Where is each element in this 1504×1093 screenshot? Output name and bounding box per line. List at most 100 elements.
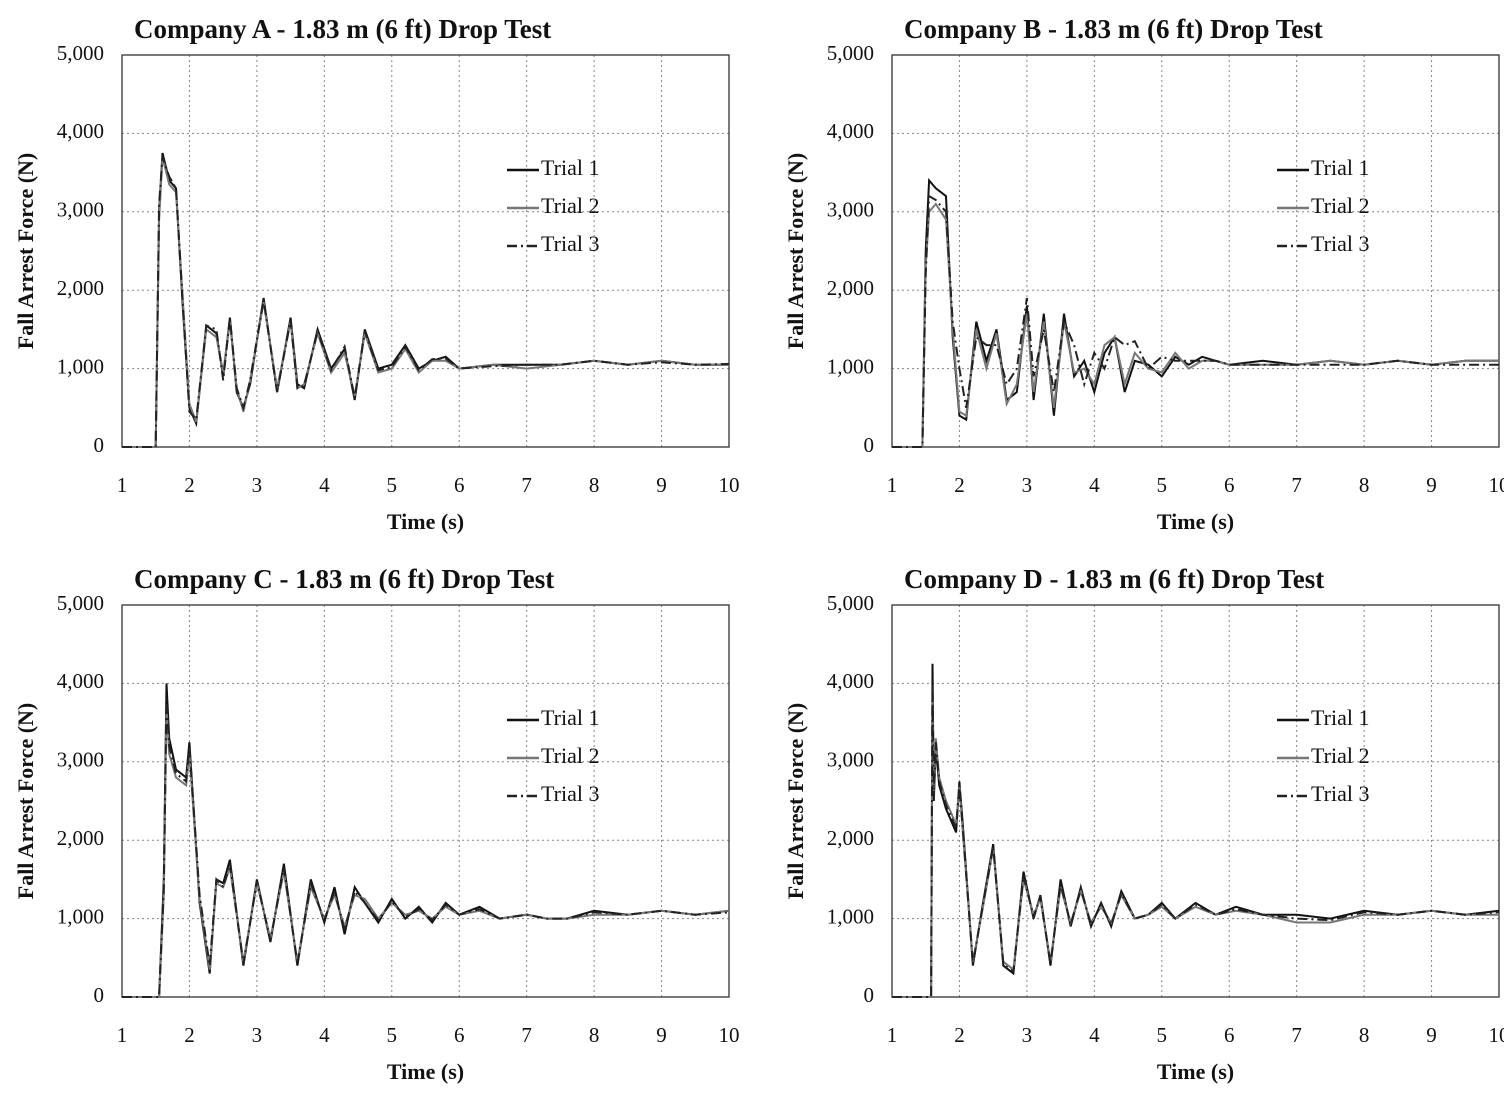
x-tick-label: 10 [1489, 1023, 1504, 1047]
x-tick-label: 5 [387, 1023, 398, 1047]
x-tick-label: 6 [454, 1023, 465, 1047]
subplot: Company D - 1.83 m (6 ft) Drop Test Time … [783, 564, 1504, 1084]
x-tick-label: 6 [1224, 1023, 1235, 1047]
y-tick-label: 1,000 [827, 904, 874, 928]
x-tick-label: 1 [117, 1023, 128, 1047]
legend-label: Trial 2 [1311, 193, 1369, 218]
chart-title: Company B - 1.83 m (6 ft) Drop Test [904, 14, 1323, 44]
subplot: Company A - 1.83 m (6 ft) Drop Test Time … [13, 14, 739, 534]
x-axis-label: Time (s) [1157, 1059, 1234, 1084]
legend-label: Trial 1 [541, 155, 599, 180]
x-axis-label: Time (s) [1157, 509, 1234, 534]
data-line [892, 194, 1499, 448]
y-tick-label: 0 [864, 983, 875, 1007]
legend-label: Trial 2 [1311, 743, 1369, 768]
x-tick-label: 9 [656, 473, 667, 497]
legend-label: Trial 2 [541, 193, 599, 218]
x-tick-label: 7 [521, 473, 532, 497]
subplot: Company B - 1.83 m (6 ft) Drop Test Time … [783, 14, 1504, 534]
legend-label: Trial 3 [541, 231, 599, 256]
y-tick-label: 5,000 [57, 591, 104, 615]
y-tick-label: 4,000 [57, 119, 104, 143]
x-tick-label: 6 [454, 473, 465, 497]
data-line [122, 156, 730, 448]
x-tick-label: 3 [1022, 473, 1033, 497]
legend-label: Trial 1 [1311, 705, 1369, 730]
x-tick-label: 1 [887, 1023, 898, 1047]
data-line [122, 706, 730, 998]
data-line [122, 156, 729, 448]
subplot: Company C - 1.83 m (6 ft) Drop Test Time … [13, 564, 739, 1084]
y-tick-label: 2,000 [827, 826, 874, 850]
x-tick-label: 1 [117, 473, 128, 497]
data-line [892, 663, 1500, 998]
x-axis-label: Time (s) [387, 1059, 464, 1084]
x-tick-label: 6 [1224, 473, 1235, 497]
x-tick-label: 1 [887, 473, 898, 497]
x-tick-label: 2 [954, 1023, 965, 1047]
x-tick-label: 2 [954, 473, 965, 497]
legend-label: Trial 3 [541, 781, 599, 806]
chart-title: Company A - 1.83 m (6 ft) Drop Test [134, 14, 551, 44]
plot-frame [891, 604, 1500, 998]
legend-label: Trial 3 [1311, 781, 1369, 806]
legend-label: Trial 1 [1311, 155, 1369, 180]
x-tick-label: 10 [719, 473, 740, 497]
y-tick-label: 3,000 [827, 198, 874, 222]
x-tick-label: 4 [1089, 1023, 1100, 1047]
y-axis-label: Fall Arrest Force (N) [13, 153, 38, 350]
legend-label: Trial 3 [1311, 231, 1369, 256]
y-tick-label: 2,000 [827, 276, 874, 300]
x-tick-label: 9 [656, 1023, 667, 1047]
x-tick-label: 9 [1426, 1023, 1437, 1047]
plot-frame [121, 604, 730, 998]
data-line [122, 699, 730, 998]
chart-title: Company D - 1.83 m (6 ft) Drop Test [904, 564, 1324, 594]
y-tick-label: 1,000 [57, 904, 104, 928]
x-tick-label: 10 [719, 1023, 740, 1047]
x-tick-label: 4 [319, 1023, 330, 1047]
x-tick-label: 7 [521, 1023, 532, 1047]
x-tick-label: 8 [589, 1023, 600, 1047]
chart-title: Company C - 1.83 m (6 ft) Drop Test [134, 564, 554, 594]
x-axis-label: Time (s) [387, 509, 464, 534]
y-tick-label: 3,000 [57, 198, 104, 222]
x-tick-label: 3 [252, 1023, 263, 1047]
y-axis-label: Fall Arrest Force (N) [13, 703, 38, 900]
y-tick-label: 5,000 [827, 41, 874, 65]
x-tick-label: 2 [184, 1023, 195, 1047]
y-tick-label: 5,000 [57, 41, 104, 65]
x-tick-label: 5 [1157, 1023, 1168, 1047]
y-axis-label: Fall Arrest Force (N) [783, 153, 808, 350]
x-tick-label: 7 [1291, 473, 1302, 497]
x-tick-label: 7 [1291, 1023, 1302, 1047]
x-tick-label: 8 [589, 473, 600, 497]
y-tick-label: 0 [94, 433, 105, 457]
x-tick-label: 2 [184, 473, 195, 497]
data-line [892, 683, 1500, 998]
x-tick-label: 8 [1359, 1023, 1370, 1047]
x-tick-label: 3 [1022, 1023, 1033, 1047]
legend-label: Trial 2 [541, 743, 599, 768]
x-tick-label: 8 [1359, 473, 1370, 497]
x-tick-label: 4 [1089, 473, 1100, 497]
x-tick-label: 9 [1426, 473, 1437, 497]
y-tick-label: 1,000 [827, 354, 874, 378]
y-tick-label: 1,000 [57, 354, 104, 378]
y-tick-label: 4,000 [827, 119, 874, 143]
x-tick-label: 4 [319, 473, 330, 497]
y-tick-label: 2,000 [57, 826, 104, 850]
x-tick-label: 3 [252, 473, 263, 497]
x-tick-label: 5 [387, 473, 398, 497]
plot-frame [121, 54, 730, 448]
x-tick-label: 5 [1157, 473, 1168, 497]
y-tick-label: 4,000 [827, 669, 874, 693]
plot-frame [891, 54, 1500, 448]
data-line [122, 152, 729, 448]
data-line [892, 202, 1499, 448]
y-tick-label: 3,000 [827, 748, 874, 772]
y-tick-label: 4,000 [57, 669, 104, 693]
data-line [892, 177, 1499, 448]
